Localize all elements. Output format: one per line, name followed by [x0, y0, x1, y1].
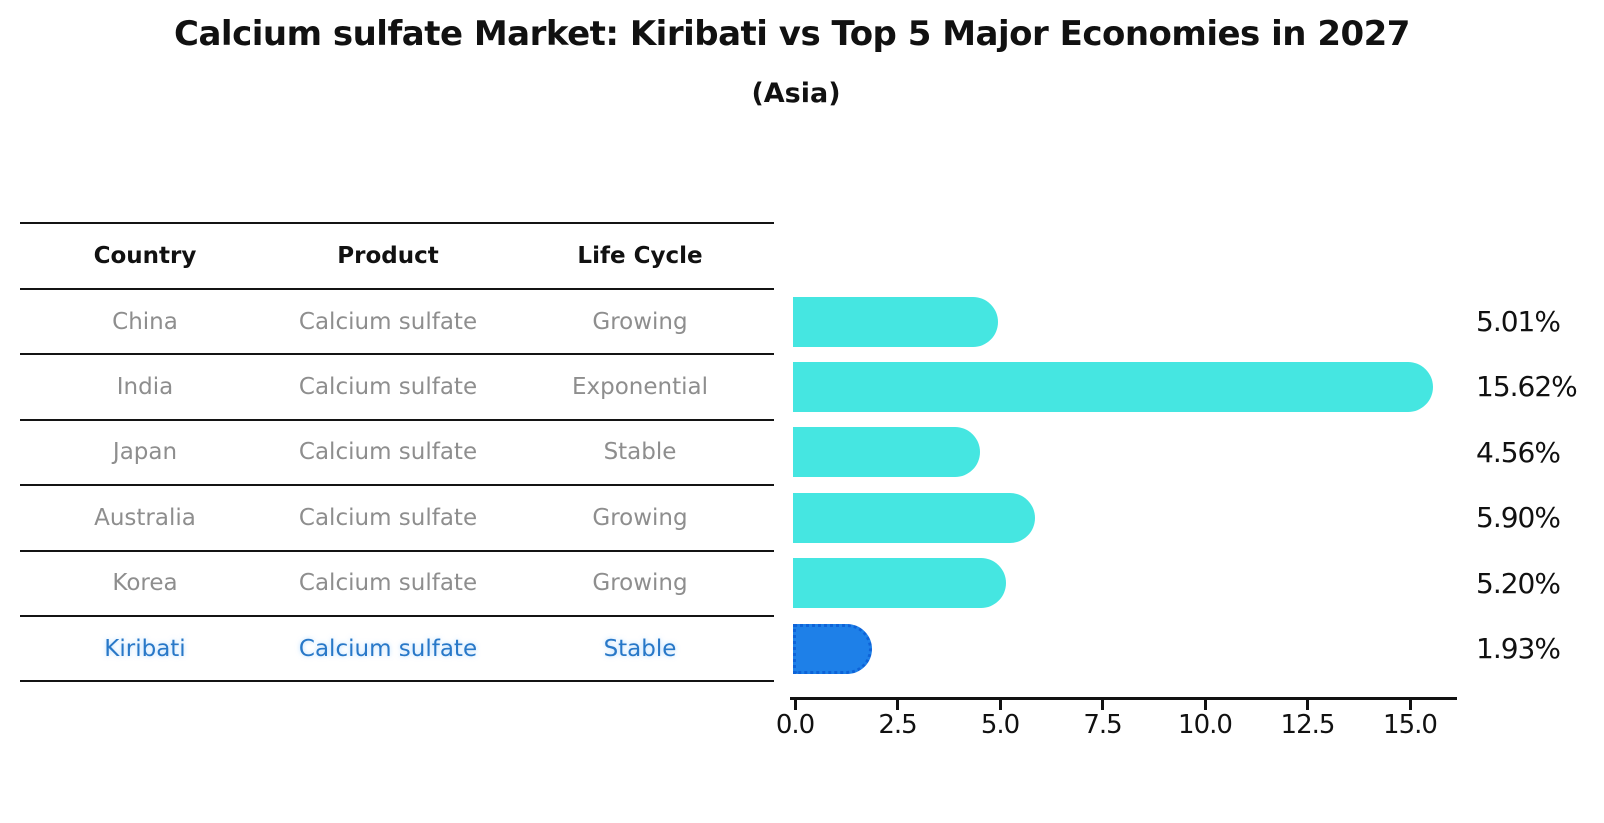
- value-label-kiribati: 1.93%: [1476, 632, 1561, 665]
- table-row-india: India Calcium sulfate Exponential: [20, 353, 774, 418]
- value-label-australia: 5.90%: [1476, 501, 1561, 535]
- life-cycle-cell: Exponential: [571, 374, 708, 401]
- country-cell: Korea: [112, 570, 178, 597]
- country-cell: Japan: [112, 439, 178, 466]
- life-cycle-cell: Stable: [603, 635, 677, 662]
- x-axis-tick-label: 2.5: [878, 710, 917, 740]
- life-cycle-cell: Growing: [592, 504, 688, 531]
- x-axis-tick: [1306, 697, 1309, 710]
- bar-china: [793, 296, 998, 347]
- table-row-kiribati: Kiribati Calcium sulfate Stable: [20, 614, 774, 680]
- column-header-life-cycle: Life Cycle: [577, 243, 703, 269]
- x-axis-tick-label: 5.0: [980, 710, 1020, 740]
- country-cell: Australia: [94, 504, 196, 531]
- bar-japan: [793, 427, 980, 478]
- column-header-product: Product: [337, 243, 439, 269]
- x-axis-tick: [1101, 697, 1104, 710]
- table-row-china: China Calcium sulfate Growing: [20, 288, 774, 353]
- value-label-india: 15.62%: [1476, 370, 1578, 404]
- country-cell: India: [116, 374, 174, 401]
- country-info-table: Country Product Life Cycle China Calcium…: [20, 222, 774, 683]
- value-label-china: 5.01%: [1476, 305, 1561, 338]
- country-cell: Kiribati: [104, 635, 186, 662]
- bar-australia: [793, 492, 1035, 543]
- table-row-korea: Korea Calcium sulfate Growing: [20, 549, 774, 615]
- product-cell: Calcium sulfate: [298, 570, 478, 597]
- product-cell: Calcium sulfate: [298, 374, 478, 401]
- value-label-korea: 5.20%: [1476, 566, 1561, 600]
- bar-india: [793, 361, 1433, 412]
- product-cell: Calcium sulfate: [298, 439, 478, 466]
- x-axis-tick: [1203, 697, 1207, 710]
- x-axis-tick: [1408, 697, 1412, 710]
- column-header-country: Country: [93, 243, 197, 269]
- x-axis-tick: [896, 697, 899, 710]
- bar-korea: [793, 558, 1006, 609]
- chart-title: Calcium sulfate Market: Kiribati vs Top …: [174, 14, 1410, 54]
- table-header-row: Country Product Life Cycle: [20, 222, 774, 288]
- life-cycle-cell: Growing: [592, 308, 688, 335]
- table-row-australia: Australia Calcium sulfate Growing: [20, 484, 774, 549]
- x-axis-tick: [998, 697, 1002, 710]
- chart-subtitle: (Asia): [751, 78, 841, 109]
- x-axis-tick: [793, 697, 797, 710]
- life-cycle-cell: Stable: [603, 439, 677, 466]
- value-label-japan: 4.56%: [1476, 435, 1561, 469]
- life-cycle-cell: Growing: [592, 570, 688, 597]
- x-axis-tick-label: 10.0: [1178, 710, 1233, 740]
- product-cell: Calcium sulfate: [298, 504, 478, 531]
- x-axis-line: [790, 697, 1457, 700]
- bar-kiribati: [793, 623, 872, 674]
- x-axis-tick-label: 7.5: [1083, 710, 1122, 740]
- table-row-japan: Japan Calcium sulfate Stable: [20, 418, 774, 484]
- x-axis-tick-label: 15.0: [1383, 710, 1438, 740]
- product-cell: Calcium sulfate: [298, 308, 478, 335]
- country-cell: China: [112, 308, 178, 335]
- product-cell: Calcium sulfate: [298, 635, 478, 662]
- x-axis-tick-label: 0.0: [775, 710, 815, 740]
- x-axis-tick-label: 12.5: [1280, 710, 1336, 740]
